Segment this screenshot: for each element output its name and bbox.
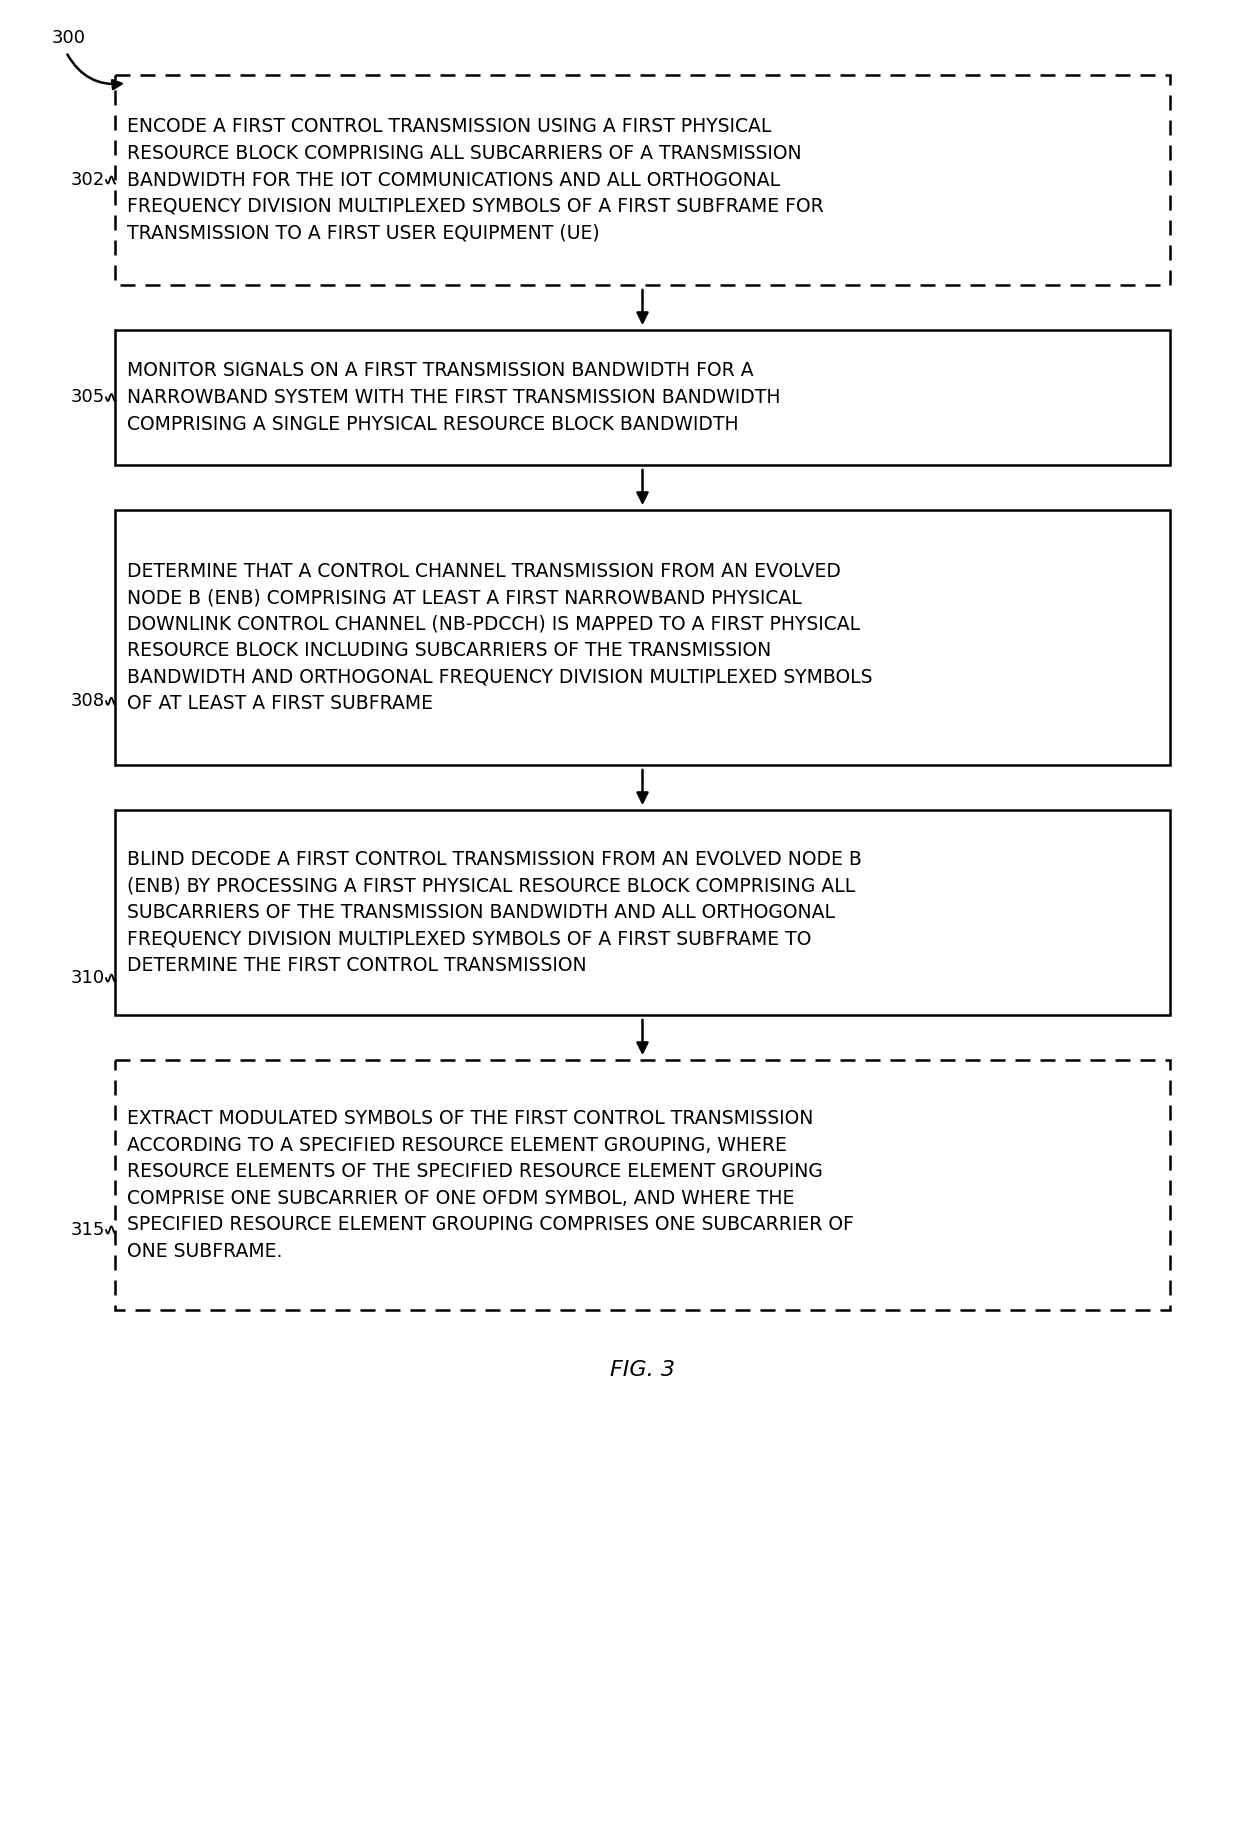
Text: 310: 310 xyxy=(71,968,105,987)
Text: FIG. 3: FIG. 3 xyxy=(610,1360,675,1380)
Text: ENCODE A FIRST CONTROL TRANSMISSION USING A FIRST PHYSICAL
RESOURCE BLOCK COMPRI: ENCODE A FIRST CONTROL TRANSMISSION USIN… xyxy=(126,118,823,242)
Text: DETERMINE THAT A CONTROL CHANNEL TRANSMISSION FROM AN EVOLVED
NODE B (ENB) COMPR: DETERMINE THAT A CONTROL CHANNEL TRANSMI… xyxy=(126,562,873,713)
Text: 308: 308 xyxy=(71,693,105,710)
Text: 300: 300 xyxy=(52,30,86,46)
Text: EXTRACT MODULATED SYMBOLS OF THE FIRST CONTROL TRANSMISSION
ACCORDING TO A SPECI: EXTRACT MODULATED SYMBOLS OF THE FIRST C… xyxy=(126,1109,854,1260)
Bar xyxy=(115,510,1171,765)
Text: 302: 302 xyxy=(71,172,105,188)
Text: MONITOR SIGNALS ON A FIRST TRANSMISSION BANDWIDTH FOR A
NARROWBAND SYSTEM WITH T: MONITOR SIGNALS ON A FIRST TRANSMISSION … xyxy=(126,362,780,434)
Text: 305: 305 xyxy=(71,388,105,407)
Bar xyxy=(115,331,1171,466)
Text: 315: 315 xyxy=(71,1222,105,1238)
Bar xyxy=(115,1061,1171,1310)
Bar xyxy=(115,76,1171,285)
Bar xyxy=(115,809,1171,1015)
Text: BLIND DECODE A FIRST CONTROL TRANSMISSION FROM AN EVOLVED NODE B
(ENB) BY PROCES: BLIND DECODE A FIRST CONTROL TRANSMISSIO… xyxy=(126,850,862,976)
